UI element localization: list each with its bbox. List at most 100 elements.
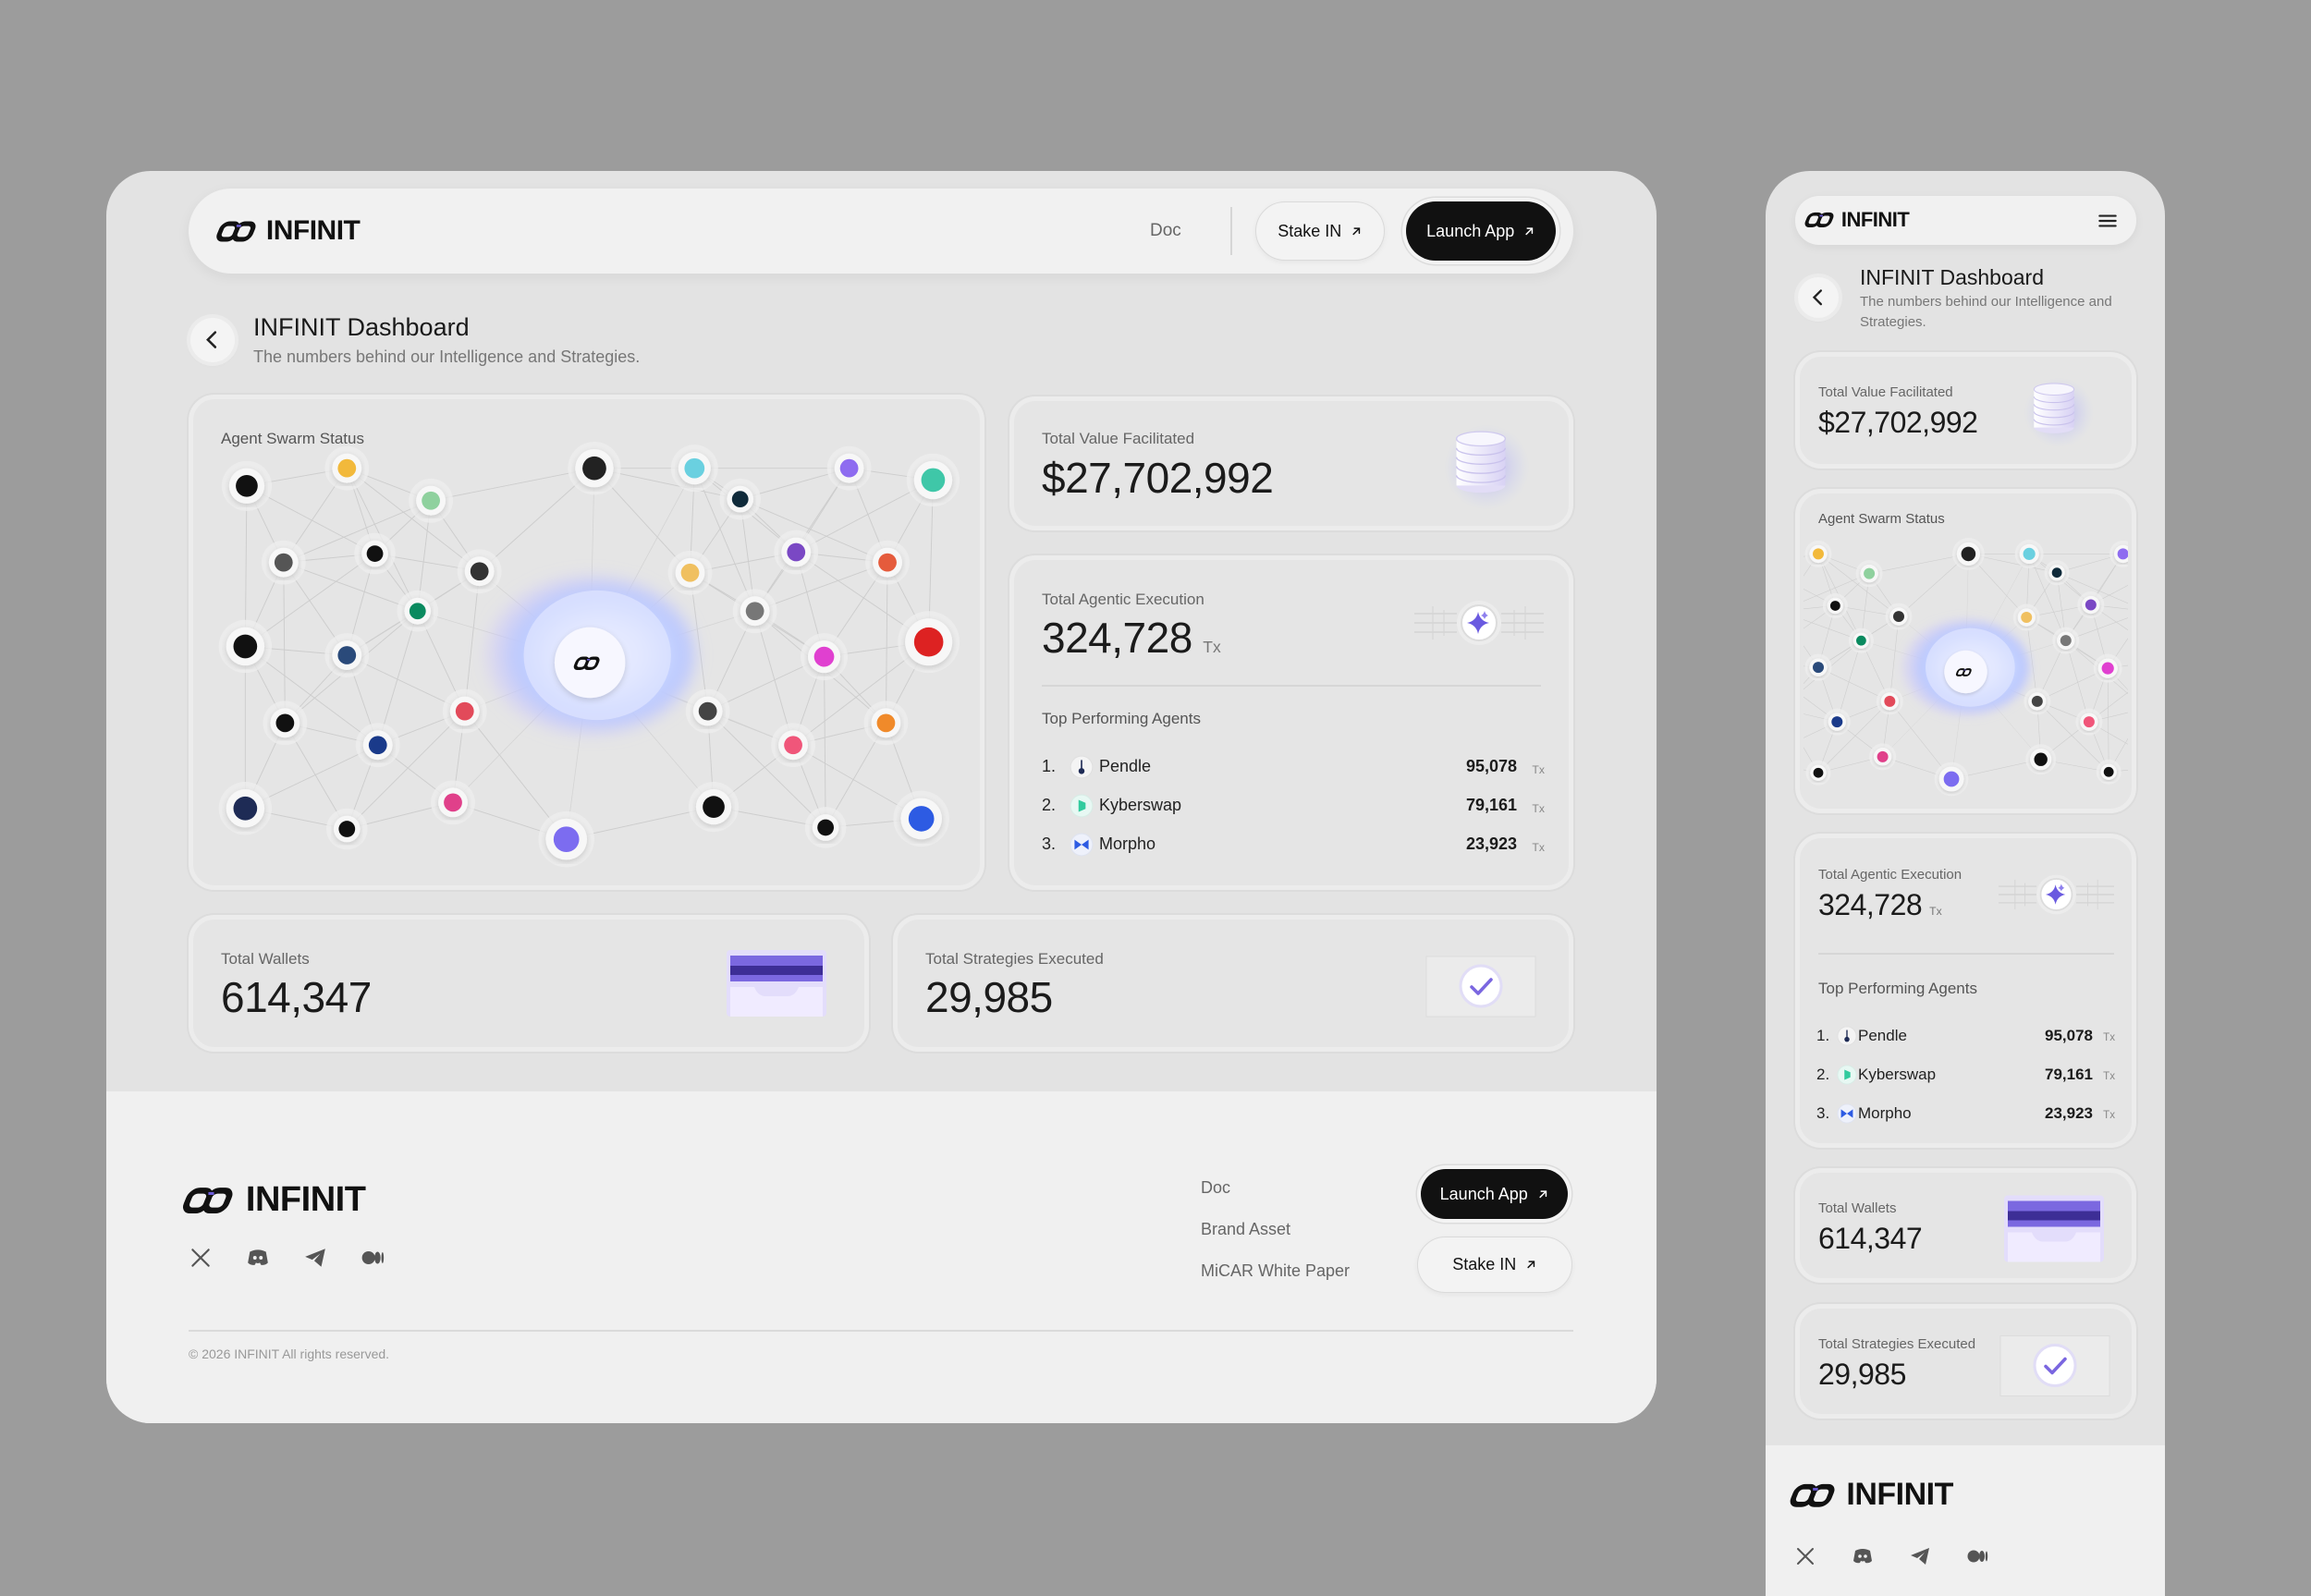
decor-path [1840, 1109, 1853, 1118]
decor-line [2065, 640, 2090, 723]
agent-value: 23,923 [2045, 1103, 2093, 1122]
decor-path [2058, 883, 2065, 892]
decor-circle [470, 562, 489, 581]
decor-circle [1829, 601, 1840, 611]
decor-path [730, 987, 823, 1017]
decor-rect [1807, 1483, 1835, 1507]
decor-circle [878, 553, 897, 572]
mobile-frame: INFINIT INFINIT Dashboard The numbers behi… [1766, 171, 2165, 1596]
stat-value: $27,702,992 [1818, 406, 1978, 439]
decor-path [1481, 611, 1488, 619]
divider [1042, 685, 1541, 687]
card-label: Agent Swarm Status [1818, 511, 1945, 527]
decor-circle [422, 491, 440, 510]
decor-line [283, 562, 418, 612]
back-button[interactable] [1798, 277, 1839, 318]
decor-line [707, 711, 826, 828]
wallet-icon [2004, 1195, 2104, 1262]
tx-unit: Tx [1929, 905, 1942, 918]
agent-name: Pendle [1858, 1026, 1907, 1044]
button-label: Stake IN [1278, 221, 1342, 240]
swarm-card: Agent Swarm Status [189, 395, 984, 890]
decor-line [431, 468, 595, 502]
back-button[interactable] [190, 318, 235, 362]
decor-circle [337, 646, 357, 664]
decor-circle [680, 563, 700, 582]
nav-link[interactable]: Doc [1150, 221, 1181, 240]
decor-circle [2083, 716, 2095, 728]
footer-link[interactable]: Brand Asset [1201, 1220, 1291, 1238]
decor-line [754, 611, 794, 746]
decor-line [2107, 668, 2109, 773]
launch-button[interactable]: Launch App [1406, 201, 1556, 261]
nav-bar: INFINIT [1795, 196, 2136, 245]
decor-circle [338, 821, 356, 837]
decor-line [245, 646, 379, 746]
tx-unit: Tx [1532, 762, 1545, 776]
agent-icon [1837, 1065, 1857, 1085]
decor-line [2088, 721, 2128, 745]
stat-label: Total Strategies Executed [925, 950, 1104, 968]
decor-circle [698, 701, 717, 721]
decor-circle [1459, 964, 1503, 1008]
decor-circle [784, 736, 802, 755]
agent-value: 95,078 [1465, 757, 1517, 776]
launch-button[interactable]: Launch App [1421, 1169, 1568, 1219]
decor-line [690, 572, 709, 712]
decor-circle [2031, 695, 2043, 707]
decor-line [283, 562, 286, 724]
stat-value-group: 324,728 Tx [1818, 888, 1942, 922]
decor-circle [913, 627, 944, 657]
decor-circle [745, 602, 764, 621]
decor-circle [553, 826, 580, 853]
decor-line [283, 500, 432, 564]
chevron-icon [1812, 289, 1823, 306]
agent-name: Pendle [1099, 757, 1152, 776]
footer-link[interactable]: Doc [1201, 1178, 1231, 1197]
decor-circle [2021, 612, 2033, 624]
decor-ellipse [2033, 383, 2075, 396]
decor-circle [703, 796, 725, 819]
stat-label: Total Strategies Executed [1818, 1336, 1976, 1352]
page-title: INFINIT Dashboard [1860, 265, 2044, 289]
stake-button[interactable]: Stake IN [1417, 1237, 1572, 1293]
agent-icon [1070, 755, 1094, 779]
decor-circle [2117, 548, 2128, 560]
tx-unit: Tx [1532, 801, 1545, 815]
footer-link[interactable]: MiCAR White Paper [1201, 1261, 1351, 1280]
brand-name: INFINIT [265, 215, 361, 246]
check-icon [1999, 1335, 2110, 1396]
arrow-icon [1539, 1190, 1547, 1198]
page-title: INFINIT Dashboard [253, 313, 470, 341]
agent-swarm-graph [218, 442, 960, 868]
social-icon [1967, 1550, 1988, 1563]
decor-path [1470, 978, 1493, 995]
logo-mark [1790, 1483, 1835, 1507]
decor-line [693, 468, 756, 612]
decor-path [1455, 447, 1507, 457]
decor-circle [275, 713, 295, 733]
section-title: Top Performing Agents [1042, 710, 1201, 727]
decor-path [1844, 1069, 1851, 1080]
swarm-card: Agent Swarm Status [1795, 489, 2136, 813]
agent-value: 79,161 [1465, 796, 1517, 815]
stat-value: 324,728 [1042, 614, 1192, 662]
decor-circle [1893, 611, 1904, 623]
chevron-icon [206, 331, 217, 349]
wallet-icon [727, 950, 826, 1017]
menu-button[interactable] [2096, 209, 2120, 233]
stake-button[interactable]: Stake IN [1255, 201, 1385, 261]
decor-line [2036, 701, 2109, 773]
decor-circle [259, 1256, 263, 1260]
agent-swarm-graph [1804, 538, 2128, 797]
agent-rank: 2. [1816, 1065, 1830, 1083]
decor-circle [1813, 662, 1824, 674]
agent-rank: 1. [1816, 1026, 1830, 1044]
check-icon [1425, 956, 1536, 1017]
decor-path [1539, 1190, 1547, 1198]
decor-circle [817, 819, 835, 836]
copyright: © 2026 INFINIT All rights reserved. [189, 1346, 390, 1361]
stat-card: Total Wallets 614,347 [189, 915, 869, 1052]
logo: INFINIT [216, 214, 361, 248]
decor-circle [444, 793, 462, 812]
